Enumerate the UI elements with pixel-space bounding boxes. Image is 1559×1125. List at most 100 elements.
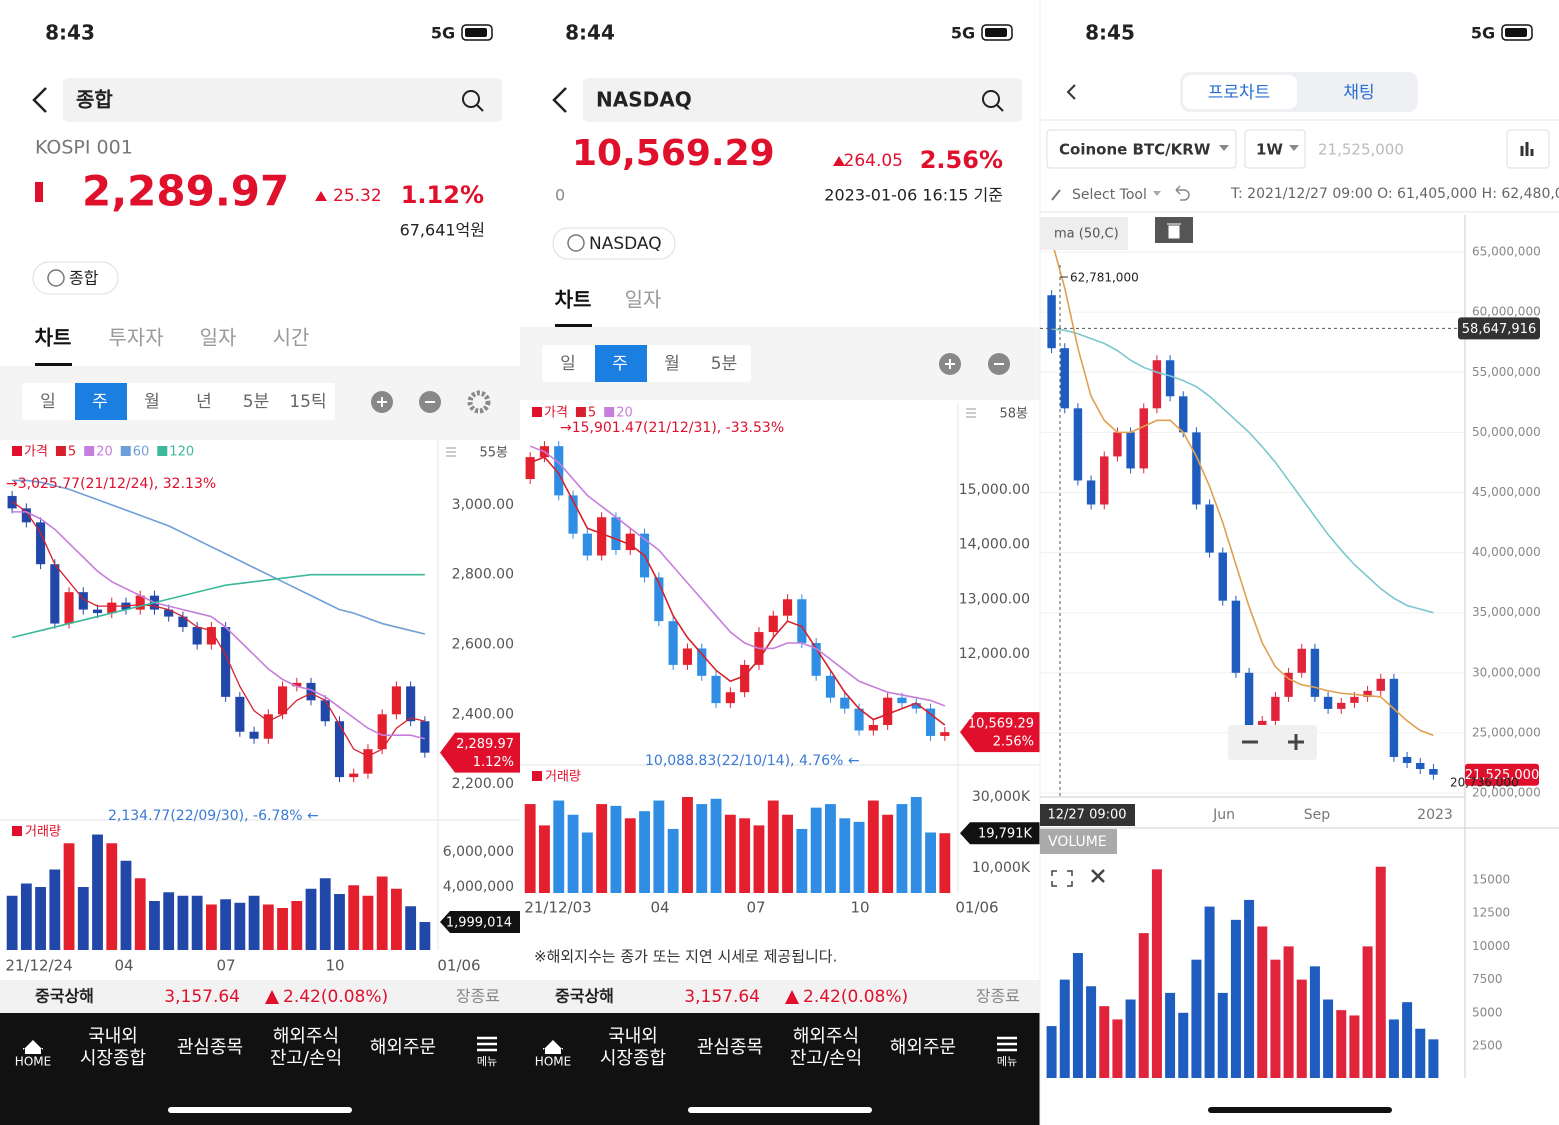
period-button[interactable]: 월: [664, 354, 680, 374]
price-input-text: 21,525,000: [1318, 141, 1404, 159]
segment[interactable]: 채팅: [1343, 83, 1374, 103]
period-button[interactable]: 5분: [243, 392, 269, 412]
nav-item[interactable]: 메뉴: [477, 1055, 497, 1068]
nav-item[interactable]: 메뉴: [997, 1055, 1017, 1068]
volume-bar: [867, 800, 879, 893]
zoom-box[interactable]: [1228, 725, 1317, 760]
low-note: 10,088.83(22/10/14), 4.76% ←: [645, 753, 860, 769]
menu-icon: [477, 1036, 497, 1052]
nav-item[interactable]: 관심종목: [177, 1037, 243, 1058]
change: 25.32: [333, 186, 382, 206]
period-button[interactable]: 주: [92, 392, 108, 412]
tab[interactable]: 투자자: [108, 326, 163, 350]
nav-item[interactable]: HOME: [15, 1055, 51, 1069]
candle-body: [178, 616, 188, 628]
period-button[interactable]: 일: [40, 392, 56, 412]
moving-average: [1050, 239, 1434, 737]
nav-item[interactable]: 해외주문: [890, 1037, 956, 1058]
tab[interactable]: 차트: [555, 288, 592, 312]
legend-swatch: [604, 407, 615, 417]
nav-item[interactable]: 관심종목: [697, 1037, 763, 1058]
search-bar[interactable]: [583, 78, 1022, 122]
nav-item[interactable]: 해외주식: [273, 1026, 339, 1047]
candle-body: [192, 627, 202, 645]
tab[interactable]: 일자: [625, 288, 662, 312]
candle-body: [306, 682, 316, 701]
moving-average: [529, 445, 946, 707]
volume-bar: [1415, 1028, 1426, 1078]
volume-bar: [1336, 1010, 1347, 1078]
nav-item[interactable]: 국내외: [608, 1026, 658, 1047]
x-tick-label: 10: [325, 957, 344, 975]
interval-select[interactable]: [1244, 129, 1306, 169]
volume-bar: [220, 899, 232, 950]
candle-body: [911, 703, 921, 709]
nav-item[interactable]: 잔고/손익: [790, 1048, 862, 1069]
candle-body: [249, 731, 259, 739]
back-button[interactable]: [1066, 84, 1076, 100]
candle-body: [206, 627, 216, 645]
ticker-bg: [520, 980, 1040, 1013]
nav-item[interactable]: 잔고/손익: [270, 1048, 342, 1069]
back-button[interactable]: [552, 87, 567, 113]
period-button[interactable]: 월: [144, 392, 160, 412]
last-volume-tag: [440, 911, 520, 934]
ohlc-info: T: 2021/12/27 09:00 O: 61,405,000 H: 62,…: [1230, 186, 1559, 202]
last-price: 21,525,000: [1465, 768, 1539, 783]
settings-icon[interactable]: [467, 390, 491, 414]
volume-bar: [710, 798, 722, 893]
nav-item[interactable]: 국내외: [88, 1026, 138, 1047]
volume-bar: [1244, 899, 1255, 1078]
study-box[interactable]: [1040, 217, 1128, 250]
price-input[interactable]: [1310, 130, 1505, 168]
pill[interactable]: [552, 227, 676, 260]
nav-item[interactable]: 시장종합: [80, 1048, 146, 1069]
caret: [1219, 145, 1229, 151]
candle-body: [525, 457, 535, 479]
volume-bar: [177, 895, 189, 950]
sub-value: 0: [555, 186, 565, 205]
candle-body: [1126, 432, 1135, 469]
home-indicator: [168, 1107, 352, 1113]
volume-bar: [1428, 1039, 1439, 1078]
legend-swatch: [575, 407, 586, 417]
candle-body: [235, 696, 245, 732]
hover-tag: [1040, 804, 1135, 826]
period-button[interactable]: 주: [612, 354, 628, 374]
battery-level: [985, 28, 1007, 37]
period-button[interactable]: 15틱: [289, 392, 326, 412]
period-button[interactable]: 년: [196, 392, 212, 412]
volume-bar: [1296, 979, 1307, 1078]
status-network: 5G: [1471, 24, 1495, 43]
volume-bar: [782, 814, 793, 893]
candle-body: [1205, 504, 1214, 553]
candle-body: [1179, 396, 1188, 433]
symbol-select[interactable]: [1046, 129, 1237, 169]
tab[interactable]: 일자: [200, 326, 237, 350]
volume-bar: [1046, 1026, 1057, 1078]
period-button[interactable]: 일: [560, 354, 576, 374]
pencil-icon: [1051, 189, 1061, 201]
status-time: 8:43: [45, 21, 95, 45]
nav-item[interactable]: 해외주식: [793, 1026, 859, 1047]
nav-item[interactable]: 시장종합: [600, 1048, 666, 1069]
nav-item[interactable]: HOME: [535, 1055, 571, 1069]
volume-bar: [291, 901, 303, 950]
tab[interactable]: 시간: [273, 326, 310, 350]
period-button[interactable]: 5분: [711, 354, 737, 374]
y-tick-label: 15,000.00: [959, 482, 1030, 498]
volume-bar: [1138, 933, 1149, 1078]
nav-item[interactable]: 해외주문: [370, 1037, 436, 1058]
volume-bar: [896, 804, 908, 893]
home-indicator: [1208, 1107, 1392, 1113]
vol-tick-label: 2500: [1472, 1038, 1503, 1052]
tab[interactable]: 차트: [35, 326, 72, 350]
symbol: Coinone BTC/KRW: [1059, 141, 1211, 159]
candle-body: [554, 446, 564, 496]
candle-body: [883, 697, 893, 726]
candle-body: [840, 697, 850, 709]
search-bar[interactable]: [63, 78, 502, 122]
back-button[interactable]: [32, 87, 47, 113]
segment[interactable]: 프로차트: [1208, 83, 1271, 103]
